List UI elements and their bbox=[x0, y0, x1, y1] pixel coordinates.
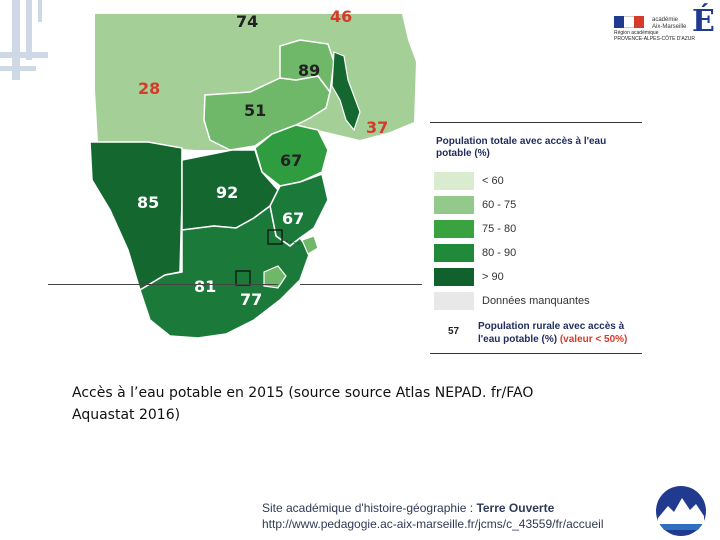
legend-item: 80 - 90 bbox=[434, 244, 640, 264]
marker-box-2 bbox=[235, 270, 251, 286]
label-37: 37 bbox=[366, 118, 388, 137]
label-85: 85 bbox=[137, 193, 159, 212]
academie-logo: académie Aix-Marseille É Région académiq… bbox=[612, 4, 715, 52]
decor-bar-horizontal-2 bbox=[0, 66, 36, 71]
decor-bar-vertical-1 bbox=[12, 0, 20, 80]
legend-swatch bbox=[434, 244, 474, 262]
decor-bar-vertical-3 bbox=[38, 0, 42, 22]
legend-item: > 90 bbox=[434, 268, 640, 288]
legend-label: 80 - 90 bbox=[482, 247, 517, 259]
legend-swatch bbox=[434, 220, 474, 238]
logo-region-text: Région académique PROVENCE-ALPES-CÔTE D'… bbox=[614, 30, 695, 42]
footer-url[interactable]: http://www.pedagogie.ac-aix-marseille.fr… bbox=[262, 517, 604, 531]
region-lake bbox=[331, 51, 361, 132]
terre-ouverte-logo-icon bbox=[656, 486, 706, 536]
region-lesotho bbox=[263, 265, 287, 289]
legend-rural-title: Population rurale avec accès à l'eau pot… bbox=[478, 321, 625, 345]
map-caption: Accès à l’eau potable en 2015 (source so… bbox=[72, 385, 534, 423]
legend-item: < 60 bbox=[434, 172, 640, 192]
legend-label: < 60 bbox=[482, 175, 504, 187]
region-swaziland bbox=[301, 235, 319, 255]
label-92: 92 bbox=[216, 183, 238, 202]
footer-site-prefix: Site académique d'histoire-géographie : bbox=[262, 501, 477, 515]
logo-academie-text: académie Aix-Marseille bbox=[652, 17, 687, 30]
legend-swatch bbox=[434, 196, 474, 214]
legend-label: Données manquantes bbox=[482, 295, 590, 307]
region-north-background bbox=[95, 14, 416, 150]
legend-swatch bbox=[434, 292, 474, 310]
legend-item: Données manquantes bbox=[434, 292, 640, 312]
label-81: 81 bbox=[194, 277, 216, 296]
legend-rural-example: 57 bbox=[448, 326, 460, 337]
legend-item: 75 - 80 bbox=[434, 220, 640, 240]
legend-top-rule bbox=[430, 122, 642, 123]
legend-label: 75 - 80 bbox=[482, 223, 517, 235]
label-77: 77 bbox=[240, 290, 262, 309]
label-46: 46 bbox=[330, 7, 352, 26]
decor-bar-horizontal-1 bbox=[0, 52, 48, 58]
region-89 bbox=[279, 39, 335, 94]
legend-bottom-rule bbox=[430, 353, 642, 354]
marker-box-1 bbox=[267, 229, 283, 245]
label-74: 74 bbox=[236, 12, 258, 31]
legend-label: 60 - 75 bbox=[482, 199, 517, 211]
footer-site-name[interactable]: Terre Ouverte bbox=[476, 501, 555, 515]
legend-title: Population totale avec accès à l'eau pot… bbox=[436, 136, 607, 159]
legend-rural-text: Population rurale avec accès à l'eau pot… bbox=[478, 320, 643, 346]
map-legend: Population totale avec accès à l'eau pot… bbox=[430, 122, 642, 354]
logo-initial: É bbox=[692, 4, 715, 39]
label-28: 28 bbox=[138, 79, 160, 98]
french-flag-icon bbox=[614, 16, 644, 28]
decor-bar-vertical-2 bbox=[26, 0, 32, 60]
footer-line-1: Site académique d'histoire-géographie : … bbox=[262, 500, 603, 516]
footer: Site académique d'histoire-géographie : … bbox=[262, 500, 603, 532]
legend-rural-red: (valeur < 50%) bbox=[559, 334, 628, 345]
label-89: 89 bbox=[298, 61, 320, 80]
label-67-south: 67 bbox=[282, 209, 304, 228]
legend-label: > 90 bbox=[482, 271, 504, 283]
label-51: 51 bbox=[244, 101, 266, 120]
legend-swatch bbox=[434, 268, 474, 286]
legend-swatch bbox=[434, 172, 474, 190]
label-67-north: 67 bbox=[280, 151, 302, 170]
legend-item: 60 - 75 bbox=[434, 196, 640, 216]
rule-left bbox=[48, 284, 278, 285]
rule-right bbox=[300, 284, 422, 285]
region-67-north bbox=[254, 124, 329, 187]
region-85 bbox=[89, 141, 183, 292]
marker-leader bbox=[281, 239, 301, 245]
